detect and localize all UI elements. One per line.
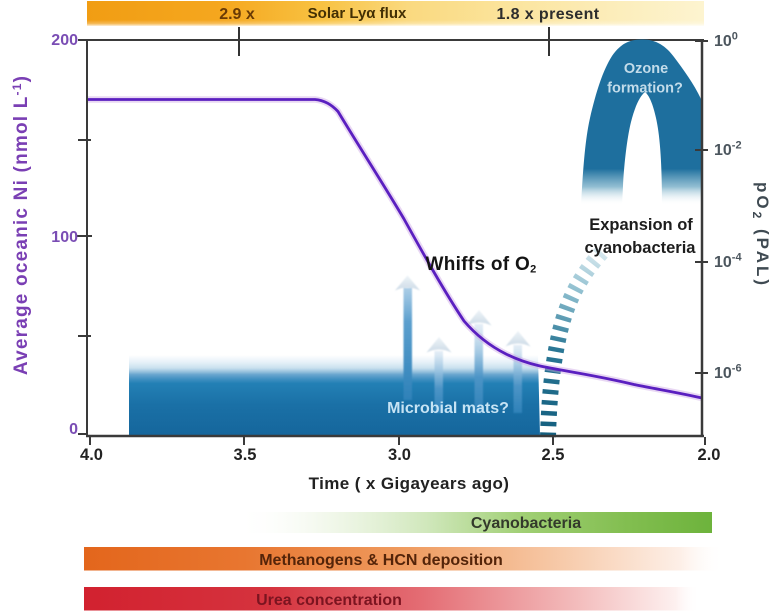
svg-text:cyanobacteria: cyanobacteria: [585, 239, 697, 257]
svg-text:10-2: 10-2: [714, 140, 742, 160]
svg-text:Cyanobacteria: Cyanobacteria: [471, 515, 581, 532]
svg-text:2.5: 2.5: [542, 446, 565, 464]
svg-text:pO2 (PAL): pO2 (PAL): [750, 182, 772, 288]
svg-text:100: 100: [51, 229, 78, 246]
svg-text:3.5: 3.5: [234, 446, 257, 464]
svg-text:Expansion of: Expansion of: [589, 216, 693, 234]
svg-text:Microbial mats?: Microbial mats?: [387, 400, 509, 417]
svg-text:2.9 x: 2.9 x: [219, 6, 255, 23]
svg-text:Solar Lyα flux: Solar Lyα flux: [308, 5, 407, 22]
svg-text:formation?: formation?: [607, 81, 683, 97]
svg-text:4.0: 4.0: [80, 446, 103, 464]
svg-text:0: 0: [69, 421, 78, 438]
svg-text:Average oceanic Ni (nmol L-1): Average oceanic Ni (nmol L-1): [10, 75, 32, 375]
svg-text:2.0: 2.0: [698, 446, 721, 464]
svg-text:100: 100: [714, 31, 738, 51]
svg-text:10-4: 10-4: [714, 252, 742, 272]
svg-text:10-6: 10-6: [714, 363, 742, 383]
svg-text:Ozone: Ozone: [624, 61, 668, 77]
svg-text:Methanogens & HCN deposition: Methanogens & HCN deposition: [259, 552, 503, 569]
svg-text:200: 200: [51, 32, 78, 49]
svg-text:Urea concentration: Urea concentration: [256, 592, 402, 609]
svg-text:Whiffs of O2: Whiffs of O2: [425, 254, 536, 276]
svg-text:3.0: 3.0: [388, 446, 411, 464]
svg-text:1.8 x present: 1.8 x present: [496, 6, 599, 23]
svg-text:Time ( x Gigayears ago): Time ( x Gigayears ago): [309, 474, 510, 493]
